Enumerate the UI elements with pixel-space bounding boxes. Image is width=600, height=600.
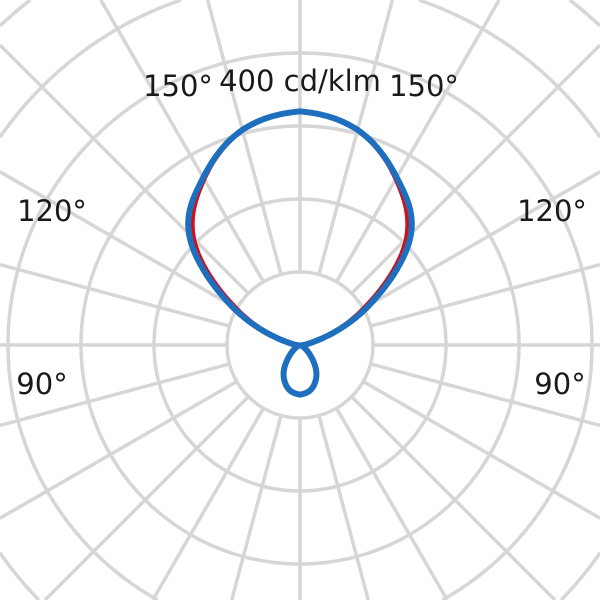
- grid-spoke: [350, 395, 557, 600]
- grid-ring: [0, 0, 600, 28]
- angle-label-150-right: 150°: [389, 69, 459, 103]
- series-curve-1: [185, 108, 415, 398]
- grid-spoke: [0, 43, 250, 295]
- angle-label-90-left: 90°: [16, 367, 67, 401]
- intensity-curves: [185, 108, 415, 398]
- grid-spoke: [205, 0, 283, 275]
- grid-spoke: [350, 43, 600, 295]
- grid-spoke: [0, 362, 230, 428]
- grid-spoke: [370, 362, 600, 428]
- grid-spoke: [43, 395, 250, 600]
- grid-spoke: [334, 0, 501, 283]
- grid-spoke: [317, 415, 370, 600]
- angle-label-150-left: 150°: [143, 69, 213, 103]
- grid-spoke: [0, 379, 238, 520]
- grid-spoke: [317, 0, 395, 275]
- angle-label-120-left: 120°: [17, 194, 87, 228]
- angle-label-90-right: 90°: [534, 367, 585, 401]
- grid-spoke: [0, 170, 238, 311]
- grid-spoke: [370, 262, 600, 328]
- grid-spoke: [362, 379, 600, 520]
- unit-label: 400 cd/klm: [219, 64, 381, 98]
- grid-spoke: [0, 262, 230, 328]
- angle-label-120-right: 120°: [517, 194, 587, 228]
- grid-spoke: [362, 170, 600, 311]
- grid-spoke: [230, 415, 283, 600]
- grid-spoke: [334, 407, 449, 600]
- grid-spoke: [99, 0, 266, 283]
- grid-ring: [6, 51, 594, 600]
- grid-spoke: [151, 407, 266, 600]
